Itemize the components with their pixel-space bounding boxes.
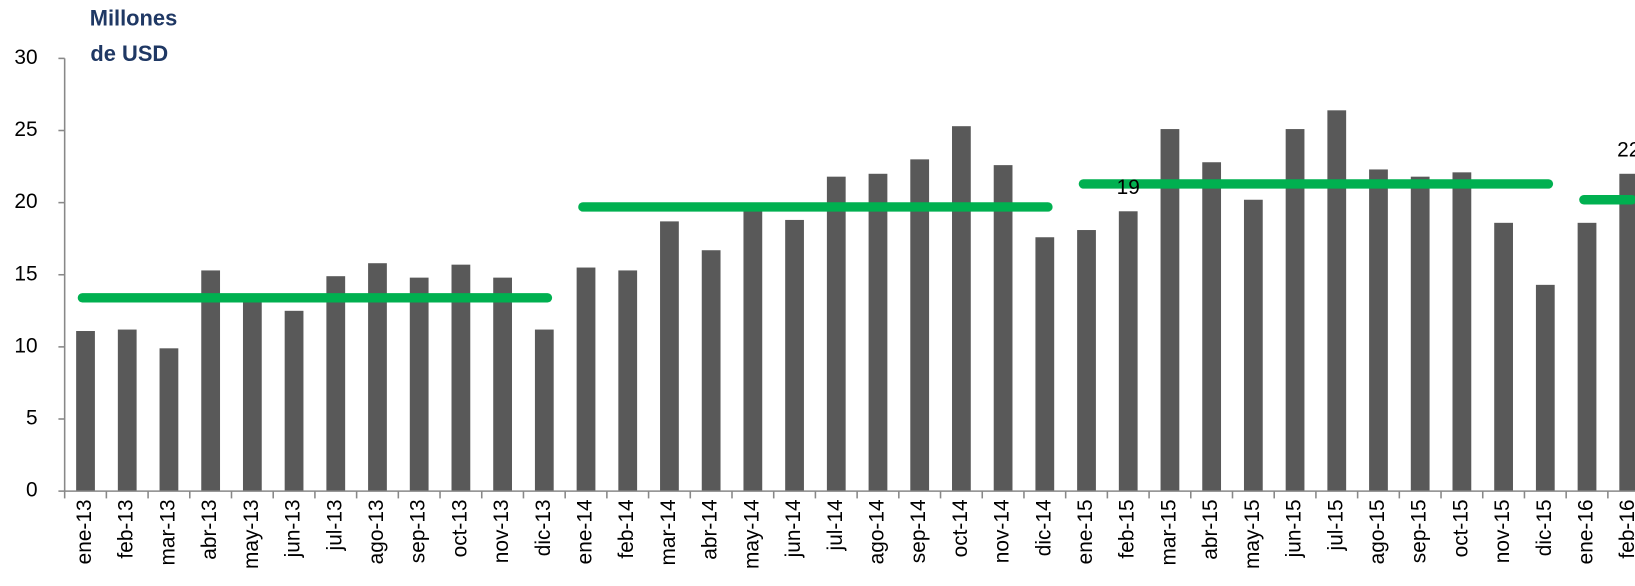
x-tick-label: feb-13 [115, 499, 138, 558]
x-tick-label: feb-16 [1616, 499, 1635, 558]
x-tick-label: dic-14 [1032, 499, 1055, 556]
bar [785, 219, 804, 492]
bar [1535, 284, 1555, 492]
bar [1369, 169, 1388, 492]
bar [1035, 237, 1055, 492]
bar [159, 348, 179, 492]
value-label: 19 [1117, 176, 1140, 199]
bar [1577, 222, 1597, 492]
bar [1285, 129, 1305, 492]
x-tick-label: nov-15 [1491, 499, 1514, 563]
x-tick-label: jun-15 [1283, 499, 1306, 558]
x-tick-label: abr-13 [198, 499, 221, 559]
x-tick-label: ago-15 [1366, 499, 1389, 564]
y-tick-label: 15 [14, 262, 37, 285]
bar [409, 277, 429, 492]
y-axis-label: Millones [90, 6, 178, 31]
bar [1160, 129, 1180, 492]
x-tick-label: sep-13 [407, 499, 430, 563]
x-tick-label: oct-13 [448, 499, 471, 557]
bar [76, 331, 95, 492]
x-tick-label: jun-13 [282, 499, 305, 558]
x-tick-label: ago-13 [365, 499, 388, 564]
bar [1452, 172, 1472, 492]
bar [993, 165, 1013, 492]
x-tick-label: mar-13 [156, 499, 179, 565]
bar [618, 270, 638, 492]
bar [576, 267, 596, 492]
bar [660, 221, 679, 492]
x-tick-label: ene-15 [1074, 499, 1097, 564]
bar [743, 206, 763, 492]
bar [534, 329, 554, 492]
bar [1202, 162, 1222, 492]
y-axis-label: de USD [90, 41, 168, 66]
bar [868, 173, 888, 492]
bar [1118, 211, 1138, 492]
x-tick-label: oct-15 [1449, 499, 1472, 557]
bar [1619, 173, 1635, 492]
x-tick-label: oct-14 [949, 499, 972, 557]
bar [1077, 230, 1096, 492]
x-tick-label: ene-16 [1575, 499, 1598, 564]
x-tick-label: dic-13 [532, 499, 555, 556]
y-tick-label: 30 [14, 46, 37, 69]
bar [201, 270, 221, 492]
bar [451, 264, 471, 492]
x-tick-label: feb-15 [1116, 499, 1139, 558]
x-tick-label: may-15 [1241, 499, 1264, 569]
x-tick-label: mar-15 [1157, 499, 1180, 565]
bar [1327, 110, 1347, 492]
x-tick-label: may-14 [740, 499, 763, 569]
y-tick-label: 25 [14, 118, 37, 141]
x-tick-label: ago-14 [865, 499, 888, 564]
bar [701, 250, 721, 492]
y-tick-label: 20 [14, 190, 37, 213]
y-tick-label: 0 [26, 479, 38, 502]
bar [368, 263, 387, 492]
x-tick-label: abr-15 [1199, 499, 1222, 559]
x-tick-label: feb-14 [615, 499, 638, 558]
bar [284, 310, 304, 492]
bar [910, 159, 930, 492]
bar [826, 176, 846, 492]
x-tick-label: ene-14 [574, 499, 597, 564]
value-label: 22 [1617, 138, 1635, 161]
y-tick-label: 10 [14, 334, 37, 357]
bar [117, 329, 137, 492]
y-tick-label: 5 [26, 406, 38, 429]
x-tick-label: sep-15 [1408, 499, 1431, 563]
bar [1410, 176, 1430, 492]
x-tick-label: jun-14 [782, 499, 805, 558]
x-tick-label: jul-15 [1324, 499, 1347, 551]
bar [1494, 222, 1513, 492]
x-tick-label: ene-13 [73, 499, 96, 564]
bar [242, 299, 262, 492]
bar [326, 276, 346, 492]
bar [493, 277, 512, 492]
x-tick-label: nov-13 [490, 499, 513, 563]
x-tick-label: nov-14 [991, 499, 1014, 563]
x-tick-label: mar-14 [657, 499, 680, 565]
bar [1243, 199, 1263, 492]
bar [952, 126, 971, 492]
x-tick-label: dic-15 [1533, 499, 1556, 556]
x-tick-label: jul-13 [323, 499, 346, 551]
x-tick-label: abr-14 [699, 499, 722, 559]
x-tick-label: jul-14 [824, 499, 847, 551]
x-tick-label: may-13 [240, 499, 263, 569]
x-tick-label: sep-14 [907, 499, 930, 563]
